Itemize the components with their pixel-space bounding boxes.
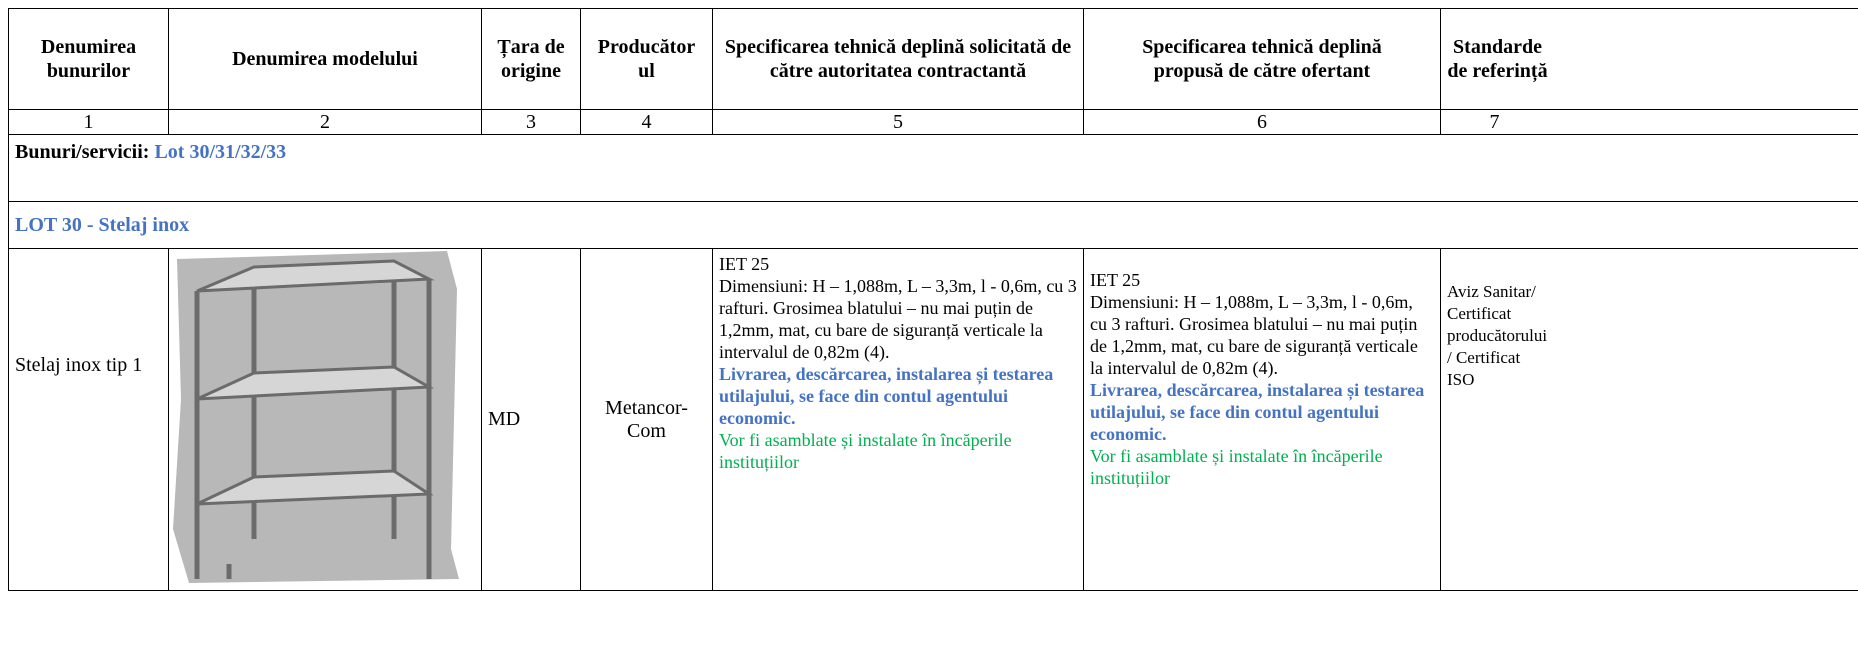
goods-row: Bunuri/servicii: Lot 30/31/32/33 xyxy=(8,134,1858,202)
column-number: 2 xyxy=(168,109,482,135)
header-row: Denumirea bunurilor Denumirea modelului … xyxy=(8,8,1858,110)
spec-assembly: Vor fi asamblate și instalate în încăper… xyxy=(1090,446,1383,488)
column-number: 4 xyxy=(580,109,713,135)
offered-spec: IET 25 Dimensiuni: H – 1,088m, L – 3,3m,… xyxy=(1083,248,1441,591)
lot-row: LOT 30 - Stelaj inox xyxy=(8,201,1858,249)
column-number: 6 xyxy=(1083,109,1441,135)
spec-delivery: Livrarea, descărcarea, instalarea și tes… xyxy=(719,364,1054,428)
requested-spec: IET 25 Dimensiuni: H – 1,088m, L – 3,3m,… xyxy=(712,248,1084,591)
header-cell: Specificarea tehnică deplină propusă de … xyxy=(1083,8,1441,110)
header-cell: Denumirea modelului xyxy=(168,8,482,110)
spec-code: IET 25 xyxy=(1090,270,1141,290)
header-cell: Specificarea tehnică deplină solicitată … xyxy=(712,8,1084,110)
item-image xyxy=(168,248,482,591)
item-row: Stelaj inox tip 1 MD Metancor-Com IET 25 xyxy=(8,248,1858,591)
goods-lots: Lot 30/31/32/33 xyxy=(154,141,287,163)
item-standards: Aviz Sanitar/ Certificat producătorului/… xyxy=(1440,248,1858,591)
header-cell: Denumirea bunurilor xyxy=(8,8,169,110)
column-number: 1 xyxy=(8,109,169,135)
column-number: 3 xyxy=(481,109,581,135)
header-cell: Țara de origine xyxy=(481,8,581,110)
lot-title: LOT 30 - Stelaj inox xyxy=(8,201,1858,249)
item-producer: Metancor-Com xyxy=(580,248,713,591)
item-origin: MD xyxy=(481,248,581,591)
number-row: 1 2 3 4 5 6 7 xyxy=(8,109,1858,135)
spec-assembly: Vor fi asamblate și instalate în încăper… xyxy=(719,430,1012,472)
spec-table: Denumirea bunurilor Denumirea modelului … xyxy=(8,8,1858,591)
header-cell: Standarde de referință xyxy=(1440,8,1858,110)
column-number: 7 xyxy=(1440,109,1858,135)
column-number: 5 xyxy=(712,109,1084,135)
spec-code: IET 25 xyxy=(719,254,770,274)
item-name: Stelaj inox tip 1 xyxy=(8,248,169,591)
goods-cell: Bunuri/servicii: Lot 30/31/32/33 xyxy=(8,134,1858,202)
spec-details: Dimensiuni: H – 1,088m, L – 3,3m, l - 0,… xyxy=(719,276,1077,362)
spec-delivery: Livrarea, descărcarea, instalarea și tes… xyxy=(1090,380,1425,444)
header-cell: Producătorul xyxy=(580,8,713,110)
spec-details: Dimensiuni: H – 1,088m, L – 3,3m, l - 0,… xyxy=(1090,292,1418,378)
goods-label: Bunuri/servicii: xyxy=(15,141,150,163)
shelf-image xyxy=(173,251,459,583)
